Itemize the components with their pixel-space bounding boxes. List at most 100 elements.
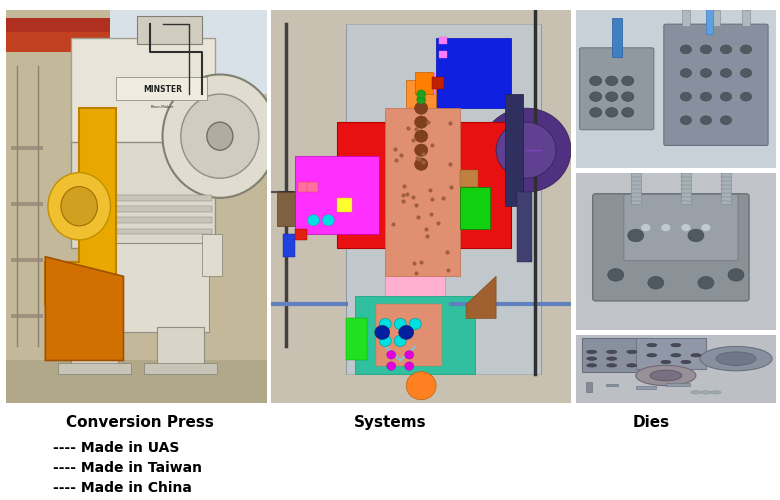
Bar [415, 72, 433, 94]
Circle shape [417, 96, 426, 104]
Text: MINSTER: MINSTER [143, 84, 182, 94]
Bar [74, 195, 212, 200]
Circle shape [691, 390, 701, 394]
Bar [346, 318, 367, 360]
Bar [115, 78, 207, 100]
Circle shape [481, 108, 571, 192]
Bar [721, 164, 731, 204]
Circle shape [641, 224, 651, 232]
Circle shape [680, 92, 692, 101]
Circle shape [680, 45, 692, 54]
Bar [299, 182, 309, 192]
Bar [636, 386, 656, 389]
Circle shape [48, 172, 111, 240]
Circle shape [61, 186, 98, 226]
Circle shape [379, 335, 392, 346]
Bar [636, 338, 706, 369]
Circle shape [606, 108, 618, 117]
Circle shape [700, 68, 711, 78]
Bar [74, 218, 212, 223]
Bar [517, 192, 532, 262]
Circle shape [700, 346, 772, 371]
Text: ---- Made in UAS: ---- Made in UAS [53, 440, 179, 454]
Bar [158, 327, 204, 369]
Circle shape [415, 144, 427, 156]
Bar [111, 10, 267, 94]
Circle shape [415, 102, 427, 115]
FancyBboxPatch shape [664, 24, 768, 146]
Circle shape [700, 92, 711, 101]
Circle shape [606, 92, 618, 102]
Circle shape [680, 116, 692, 124]
Circle shape [700, 116, 711, 124]
Circle shape [711, 390, 721, 394]
Bar [296, 156, 379, 234]
FancyBboxPatch shape [580, 48, 654, 130]
Circle shape [415, 158, 427, 170]
Circle shape [181, 94, 259, 178]
Bar [80, 242, 210, 332]
Circle shape [415, 130, 427, 142]
FancyBboxPatch shape [624, 194, 738, 260]
Circle shape [671, 344, 681, 347]
Circle shape [607, 364, 617, 367]
Circle shape [379, 318, 392, 330]
Bar [6, 18, 267, 32]
Bar [346, 24, 541, 374]
Bar [278, 192, 301, 226]
Circle shape [590, 92, 601, 102]
Circle shape [661, 360, 671, 364]
Bar [72, 142, 214, 248]
Bar [666, 383, 690, 386]
Bar [631, 164, 641, 204]
Bar [742, 10, 750, 26]
Circle shape [701, 224, 711, 232]
Text: Dies: Dies [633, 415, 670, 430]
Circle shape [587, 357, 597, 360]
Circle shape [394, 318, 406, 330]
Bar [74, 228, 212, 234]
Circle shape [647, 354, 657, 357]
Circle shape [628, 229, 644, 242]
Circle shape [740, 68, 752, 78]
Bar [606, 384, 618, 386]
Bar [144, 363, 218, 374]
Circle shape [622, 76, 634, 86]
Circle shape [607, 350, 617, 354]
Bar [337, 122, 511, 248]
Bar [439, 50, 447, 58]
Circle shape [650, 370, 682, 381]
Circle shape [716, 352, 756, 366]
Circle shape [622, 92, 634, 102]
Circle shape [648, 276, 664, 289]
Bar [72, 38, 214, 150]
Polygon shape [466, 276, 496, 318]
Circle shape [740, 92, 752, 101]
Bar [12, 146, 43, 150]
Circle shape [207, 122, 233, 150]
Text: Pace-Maker: Pace-Maker [151, 104, 175, 108]
Circle shape [721, 45, 732, 54]
Bar [431, 78, 444, 88]
Circle shape [681, 224, 691, 232]
Bar [6, 360, 267, 403]
Circle shape [590, 108, 601, 117]
Circle shape [496, 122, 556, 178]
Bar [436, 38, 511, 108]
Circle shape [405, 362, 413, 370]
Bar [74, 206, 212, 212]
Circle shape [399, 326, 413, 340]
Bar [12, 202, 43, 206]
Circle shape [728, 268, 744, 281]
Circle shape [410, 318, 421, 330]
Text: ---- Made in China: ---- Made in China [53, 480, 192, 494]
Circle shape [387, 350, 395, 359]
Circle shape [721, 116, 732, 124]
Bar [58, 363, 131, 374]
Circle shape [647, 344, 657, 347]
Bar [460, 186, 490, 228]
Bar [12, 314, 43, 318]
Circle shape [608, 268, 624, 281]
Circle shape [606, 76, 618, 86]
Bar [439, 36, 447, 44]
